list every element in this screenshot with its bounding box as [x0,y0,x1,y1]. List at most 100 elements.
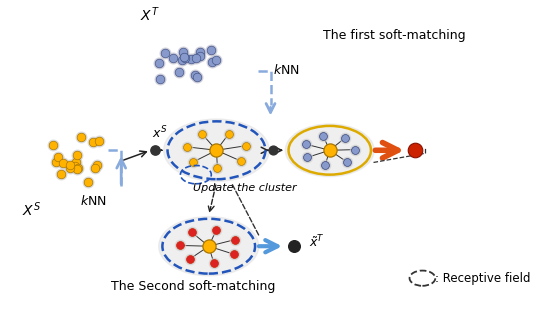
Point [191,73,199,78]
Point [84,179,93,185]
Point [181,56,190,61]
Point [269,148,277,153]
Point [193,75,202,80]
Point [236,159,245,164]
Point [169,55,178,60]
Point [72,160,81,165]
Point [156,76,164,81]
Point [72,167,81,172]
Point [204,244,213,249]
Point [209,260,218,265]
Point [54,155,62,160]
Point [59,160,68,165]
Point [51,159,60,164]
Point [150,148,159,153]
Point [318,133,327,138]
Point [242,143,250,148]
Point [89,140,98,145]
Point [302,142,311,147]
Point [342,159,351,164]
Point [91,165,100,170]
Point [95,138,104,143]
Point [155,60,163,65]
Point [231,237,239,242]
Point [192,56,201,61]
Point [410,148,419,153]
Point [89,140,98,145]
Point [76,134,85,139]
Point [192,56,201,61]
Point [321,163,329,168]
Text: Update the cluster: Update the cluster [193,183,296,193]
Point [178,57,186,62]
Point [213,166,222,171]
Circle shape [159,216,259,276]
Point [176,243,185,248]
Point [181,56,190,61]
Point [56,172,65,177]
Text: The Second soft-matching: The Second soft-matching [111,280,276,293]
Point [212,57,221,62]
Point [72,160,81,165]
Point [66,165,75,170]
Point [224,131,233,137]
Point [193,75,202,80]
Point [178,57,186,62]
Point [95,138,104,143]
Point [73,166,82,171]
Point [65,162,74,167]
Point [49,143,58,148]
Point [351,147,359,152]
Point [187,230,196,235]
Point [174,69,183,74]
Point [182,144,191,149]
Point [174,69,183,74]
Point [56,172,65,177]
Point [176,243,185,248]
Point [72,167,81,172]
Point [208,59,216,64]
Point [185,257,194,262]
Point [189,159,198,164]
Point [155,60,163,65]
Circle shape [164,119,269,181]
Point [73,166,82,171]
Point [231,237,239,242]
Point [169,55,178,60]
Point [198,132,207,137]
Point [91,165,100,170]
Point [186,56,195,61]
Point [179,50,187,55]
Point [185,257,194,262]
Point [302,142,311,147]
Point [65,162,74,167]
Point [342,159,351,164]
Point [196,53,205,58]
Point [196,50,205,55]
Point [179,50,187,55]
Circle shape [286,124,374,177]
Point [179,54,188,59]
Point [340,136,349,141]
Point [161,50,170,55]
Point [212,227,221,232]
Point [208,59,216,64]
Point [93,163,101,168]
Point [54,155,62,160]
Point [340,136,349,141]
Point [224,131,233,137]
Point [76,134,85,139]
Text: $x^S$: $x^S$ [152,125,168,141]
Point [49,143,58,148]
Text: : Receptive field: : Receptive field [435,272,531,285]
Point [321,163,329,168]
Text: $X^S$: $X^S$ [21,200,41,219]
Point [51,159,60,164]
Point [318,133,327,138]
Point [187,230,196,235]
Point [236,159,245,164]
Text: $k$NN: $k$NN [273,63,300,77]
Point [303,155,312,160]
Point [93,163,101,168]
Point [73,153,82,158]
